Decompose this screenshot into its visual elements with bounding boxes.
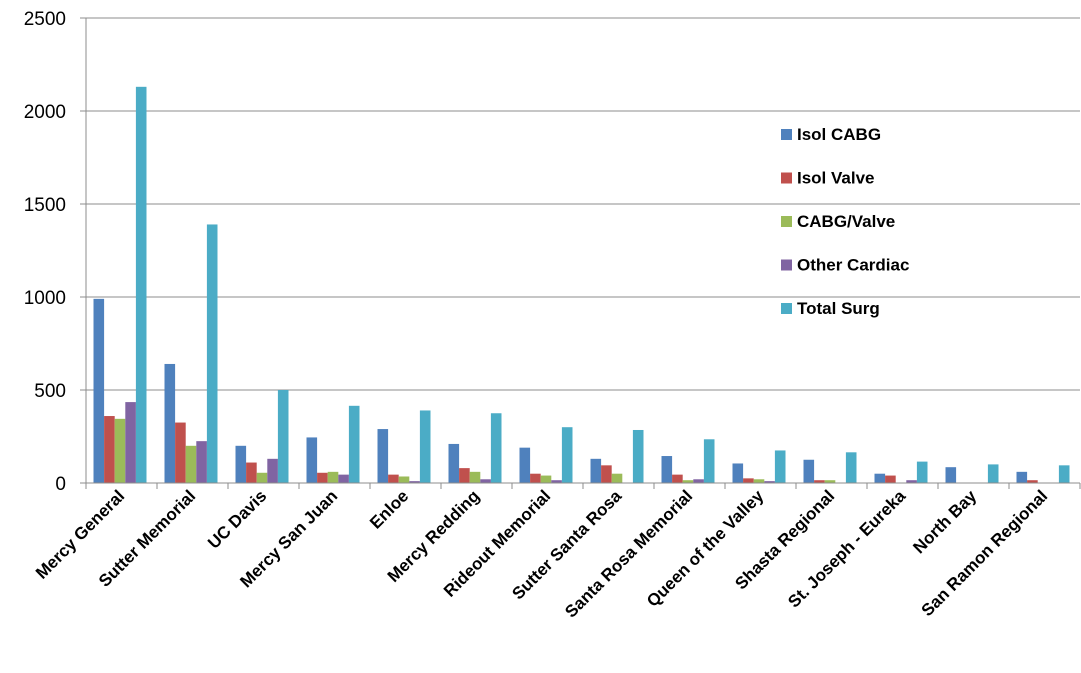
bar-isol-cabg [1016,471,1028,483]
legend-swatch [781,172,792,184]
bar-cabg-valve [398,476,410,483]
y-tick-label: 500 [34,381,66,402]
legend-label: Isol Valve [797,169,875,188]
bar-isol-cabg [803,459,815,483]
bar-isol-valve [672,474,683,483]
legend-label: Total Surg [797,299,880,318]
bar-cabg-valve [469,471,481,483]
bar-cabg-valve [256,472,268,483]
bar-isol-cabg [874,473,886,483]
bar-cabg-valve [682,480,694,483]
x-category-label: Enloe [366,486,412,532]
bar-total-surg [703,439,715,483]
bar-total-surg [774,450,786,483]
bar-isol-cabg [377,429,389,483]
x-category-label: North Bay [909,486,980,557]
bar-isol-valve [175,422,186,483]
bar-total-surg [419,410,431,483]
bar-other-cardiac [764,481,775,483]
bar-other-cardiac [338,474,349,483]
bar-cabg-valve [327,471,339,483]
bar-other-cardiac [125,402,136,483]
bar-other-cardiac [267,458,278,483]
bar-isol-valve [388,474,399,483]
bar-isol-valve [885,475,896,483]
bars [93,86,1070,483]
bar-isol-valve [814,480,825,483]
bar-other-cardiac [196,441,207,483]
bar-cabg-valve [114,418,126,483]
bar-isol-valve [317,472,328,483]
bar-isol-cabg [93,298,105,483]
legend-label: Isol CABG [797,125,881,144]
bar-isol-cabg [235,445,247,483]
x-category-label: UC Davis [204,486,270,552]
bar-total-surg [1058,465,1070,483]
x-category-label: Queen of the Valley [643,486,768,611]
y-tick-label: 1000 [24,288,66,309]
legend-label: Other Cardiac [797,256,909,275]
y-tick-label: 0 [55,474,66,495]
bar-total-surg [135,86,147,483]
bar-isol-cabg [590,458,602,483]
bar-other-cardiac [693,479,704,483]
bar-isol-valve [601,465,612,483]
bar-total-surg [348,405,360,483]
bar-cabg-valve [753,479,765,483]
bar-cabg-valve [824,480,836,483]
bar-total-surg [916,461,928,483]
bar-other-cardiac [551,480,562,483]
y-tick-label: 2500 [24,9,66,30]
bar-isol-valve [246,462,257,483]
bar-other-cardiac [409,481,420,483]
bar-total-surg [206,224,218,483]
bar-isol-valve [459,468,470,483]
bar-isol-cabg [519,447,531,483]
legend: Isol CABG Isol Valve CABG/Valve Other Cardi… [781,125,909,318]
bar-total-surg [632,429,644,483]
bar-total-surg [490,413,502,483]
legend-label: CABG/Valve [797,212,895,231]
legend-swatch [781,259,792,271]
legend-swatch [781,216,792,227]
bar-isol-cabg [448,443,460,483]
x-category-label: Santa Rosa Memorial [561,486,696,621]
y-tick-label: 2000 [24,102,66,123]
bar-other-cardiac [480,479,491,483]
bar-isol-cabg [306,437,318,483]
bar-isol-valve [530,473,541,483]
bar-cabg-valve [185,445,197,483]
y-tick-label: 1500 [24,195,66,216]
bar-isol-valve [104,416,115,483]
bar-isol-cabg [732,463,744,483]
gridlines [86,17,1080,391]
y-tick-labels: 0 500 1000 1500 2000 2500 [24,9,66,495]
bar-isol-cabg [164,363,176,483]
bar-isol-cabg [661,456,673,483]
x-category-label: St. Joseph - Eureka [784,486,909,611]
bar-isol-valve [1027,480,1038,483]
bar-other-cardiac [906,480,917,483]
legend-swatch [781,129,792,140]
bar-total-surg [987,464,999,483]
legend-swatch [781,303,792,314]
bar-cabg-valve [540,475,552,483]
bar-total-surg [561,427,573,483]
bar-total-surg [277,390,289,483]
bar-cabg-valve [611,473,623,483]
axes [80,17,1081,489]
bar-isol-valve [743,478,754,483]
bar-isol-cabg [945,467,957,483]
bar-total-surg [845,452,857,483]
x-category-label: San Ramon Regional [918,486,1052,620]
